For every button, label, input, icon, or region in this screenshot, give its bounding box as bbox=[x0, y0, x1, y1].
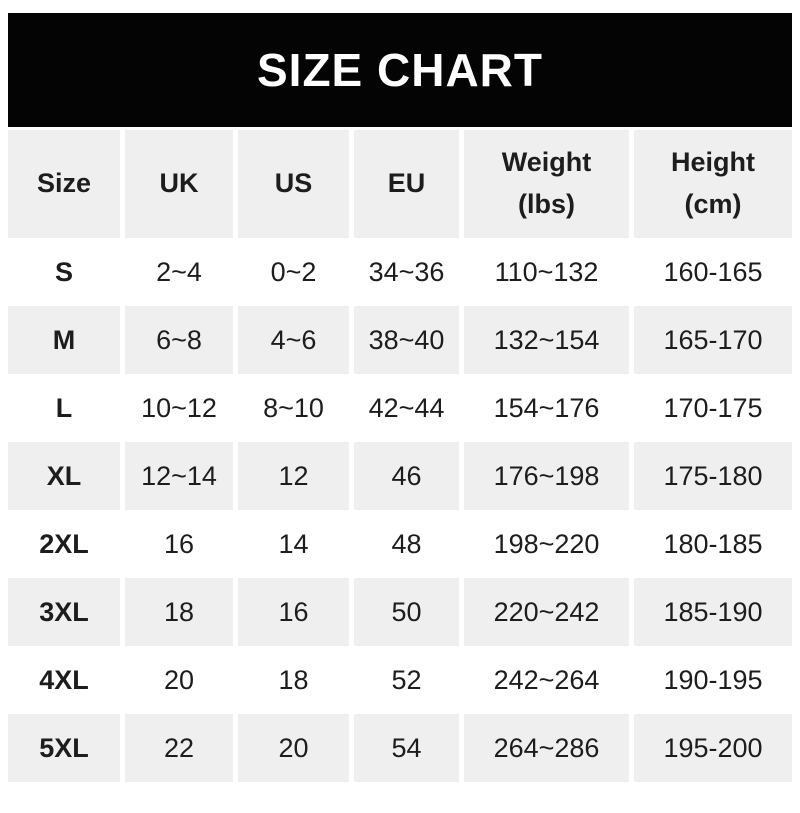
cell-eu: 52 bbox=[391, 664, 422, 695]
cell-us: 4~6 bbox=[238, 306, 349, 374]
cell-weight: 242~264 bbox=[493, 664, 600, 695]
cell-us: 18 bbox=[278, 664, 309, 695]
row-label-size: L bbox=[55, 392, 73, 423]
table-row-2xl: 2XL 16 14 48 198~220 180-185 bbox=[8, 510, 792, 578]
cell-uk: 22 bbox=[125, 714, 233, 782]
cell-weight: 220~242 bbox=[464, 578, 629, 646]
cell-us: 14 bbox=[278, 528, 309, 559]
cell-uk: 12~14 bbox=[125, 442, 233, 510]
cell-height: 185-190 bbox=[634, 578, 792, 646]
row-label-size: 2XL bbox=[39, 528, 89, 559]
table-row-xl: XL 12~14 12 46 176~198 175-180 bbox=[8, 442, 792, 510]
cell-weight: 132~154 bbox=[464, 306, 629, 374]
cell-us: 0~2 bbox=[270, 256, 317, 287]
row-label-size: 3XL bbox=[8, 578, 120, 646]
cell-uk: 20 bbox=[163, 664, 195, 695]
column-header-uk: UK bbox=[125, 130, 233, 238]
cell-weight: 264~286 bbox=[464, 714, 629, 782]
size-chart-table: Size UK US EU Weight (lbs) Height (cm) S… bbox=[3, 130, 797, 782]
cell-weight: 110~132 bbox=[494, 256, 599, 287]
cell-eu: 34~36 bbox=[368, 256, 445, 287]
table-row-5xl: 5XL 22 20 54 264~286 195-200 bbox=[8, 714, 792, 782]
cell-eu: 48 bbox=[391, 528, 422, 559]
cell-eu: 42~44 bbox=[368, 392, 445, 423]
cell-eu: 38~40 bbox=[354, 306, 459, 374]
cell-height: 180-185 bbox=[663, 528, 763, 559]
table-row-l: L 10~12 8~10 42~44 154~176 170-175 bbox=[8, 374, 792, 442]
cell-us: 16 bbox=[238, 578, 349, 646]
table-row-4xl: 4XL 20 18 52 242~264 190-195 bbox=[8, 646, 792, 714]
column-header-height: Height (cm) bbox=[634, 130, 792, 238]
cell-uk: 18 bbox=[125, 578, 233, 646]
cell-us: 12 bbox=[238, 442, 349, 510]
cell-eu: 54 bbox=[354, 714, 459, 782]
cell-weight: 198~220 bbox=[493, 528, 600, 559]
cell-weight: 176~198 bbox=[464, 442, 629, 510]
column-header-size: Size bbox=[8, 130, 120, 238]
cell-height: 175-180 bbox=[634, 442, 792, 510]
table-header-row: Size UK US EU Weight (lbs) Height (cm) bbox=[8, 130, 792, 238]
column-header-weight: Weight (lbs) bbox=[464, 130, 629, 238]
cell-eu: 46 bbox=[354, 442, 459, 510]
cell-uk: 16 bbox=[163, 528, 195, 559]
row-label-size: XL bbox=[8, 442, 120, 510]
cell-uk: 2~4 bbox=[156, 256, 202, 287]
row-label-size: 5XL bbox=[8, 714, 120, 782]
cell-height: 195-200 bbox=[634, 714, 792, 782]
table-row-s: S 2~4 0~2 34~36 110~132 160-165 bbox=[8, 238, 792, 306]
cell-uk: 6~8 bbox=[125, 306, 233, 374]
cell-weight: 154~176 bbox=[493, 392, 600, 423]
column-header-us: US bbox=[238, 130, 349, 238]
row-label-size: S bbox=[54, 256, 73, 287]
size-chart-banner: SIZE CHART bbox=[8, 13, 792, 127]
column-header-eu: EU bbox=[354, 130, 459, 238]
row-label-size: M bbox=[8, 306, 120, 374]
cell-height: 190-195 bbox=[663, 664, 763, 695]
cell-height: 160-165 bbox=[663, 256, 763, 287]
cell-height: 165-170 bbox=[634, 306, 792, 374]
cell-height: 170-175 bbox=[663, 392, 763, 423]
row-label-size: 4XL bbox=[39, 664, 89, 695]
cell-eu: 50 bbox=[354, 578, 459, 646]
cell-uk: 10~12 bbox=[141, 392, 217, 423]
cell-us: 8~10 bbox=[263, 392, 324, 423]
table-row-3xl: 3XL 18 16 50 220~242 185-190 bbox=[8, 578, 792, 646]
page-title: SIZE CHART bbox=[257, 44, 543, 96]
cell-us: 20 bbox=[238, 714, 349, 782]
table-row-m: M 6~8 4~6 38~40 132~154 165-170 bbox=[8, 306, 792, 374]
